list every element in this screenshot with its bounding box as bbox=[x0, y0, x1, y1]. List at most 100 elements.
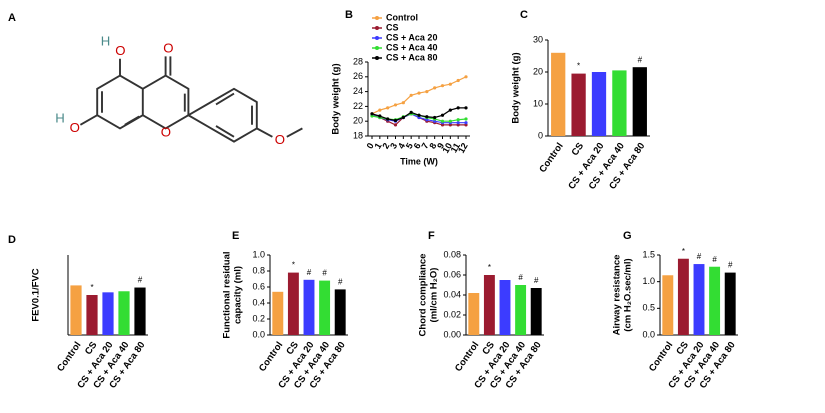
y-axis-label: Body weight (g) bbox=[511, 52, 522, 123]
molecule: O O H O H O O bbox=[55, 33, 303, 147]
bar bbox=[468, 293, 480, 335]
series-point bbox=[456, 78, 460, 83]
series-point bbox=[440, 119, 445, 123]
y-tick-label: 30 bbox=[533, 34, 543, 44]
ring-b bbox=[186, 87, 258, 143]
x-tick-label: Control bbox=[453, 340, 481, 374]
annotation: # bbox=[697, 252, 702, 261]
legend-marker bbox=[375, 26, 379, 30]
y-tick-label: 22 bbox=[353, 101, 363, 111]
annotation: # bbox=[518, 273, 523, 282]
x-tick-label: 11 bbox=[449, 141, 462, 154]
annotation: # bbox=[638, 55, 643, 64]
series-point bbox=[440, 113, 445, 117]
series-point bbox=[409, 93, 413, 97]
legend-label: CS bbox=[386, 22, 399, 32]
bar bbox=[118, 291, 130, 335]
series-point bbox=[448, 119, 452, 123]
y-tick-label: 0.02 bbox=[443, 309, 461, 319]
x-tick-label: CS bbox=[570, 141, 587, 158]
legend-label: Control bbox=[386, 12, 418, 22]
series-point bbox=[386, 106, 390, 110]
panel-label: D bbox=[8, 234, 16, 246]
atom-label: O bbox=[161, 125, 171, 140]
bar bbox=[483, 275, 495, 335]
series-point bbox=[464, 75, 468, 79]
y-tick-label: 1.0 bbox=[642, 276, 655, 286]
y-tick-label: 1.0 bbox=[252, 249, 265, 259]
x-tick-label: 2 bbox=[380, 141, 391, 150]
x-axis-label: Time (W) bbox=[400, 156, 438, 166]
y-axis-label: FEV0.1/FVC bbox=[31, 268, 42, 321]
y-axis-label: Body weight (g) bbox=[331, 63, 342, 134]
y-axis-label: Airway resistance bbox=[612, 255, 623, 336]
series-point bbox=[401, 101, 405, 105]
panel-label: C bbox=[520, 9, 528, 21]
annotation: * bbox=[577, 62, 580, 71]
panel-label: G bbox=[623, 230, 632, 242]
series-point bbox=[433, 86, 437, 90]
annotation: # bbox=[307, 268, 312, 277]
series-point bbox=[386, 117, 390, 121]
series-point bbox=[456, 123, 460, 127]
annotation: # bbox=[322, 269, 327, 278]
atom-label: H bbox=[55, 110, 65, 125]
series-point bbox=[448, 123, 452, 127]
x-tick-label: Control bbox=[647, 340, 675, 374]
series-line bbox=[371, 76, 467, 115]
double-bonds bbox=[101, 91, 186, 126]
series-point bbox=[456, 118, 460, 122]
x-tick-label: Control bbox=[55, 340, 83, 374]
bar bbox=[677, 258, 689, 335]
x-tick-label: 1 bbox=[372, 141, 383, 150]
x-tick-label: 5 bbox=[404, 141, 415, 150]
x-tick-label: Control bbox=[257, 340, 285, 374]
y-tick-label: 26 bbox=[353, 71, 363, 81]
bar bbox=[134, 287, 146, 335]
series-point bbox=[370, 112, 374, 116]
series-point bbox=[417, 115, 421, 120]
bar bbox=[632, 67, 647, 136]
y-tick-label: 20 bbox=[353, 116, 363, 126]
x-tick-label: 8 bbox=[427, 141, 438, 150]
panel-label: F bbox=[428, 230, 435, 242]
bar bbox=[287, 272, 299, 335]
bar bbox=[724, 272, 736, 335]
atom-label: O bbox=[70, 120, 80, 135]
series-point bbox=[425, 90, 429, 94]
bar bbox=[303, 279, 315, 335]
annotation: # bbox=[712, 255, 717, 264]
y-axis-label: capacity (ml) bbox=[233, 266, 244, 324]
x-tick-label: 12 bbox=[456, 141, 470, 155]
series-point bbox=[425, 118, 429, 122]
atom-label: O bbox=[115, 43, 125, 58]
annotation: # bbox=[534, 276, 539, 285]
x-tick-label: 10 bbox=[440, 141, 454, 155]
annotation: * bbox=[90, 283, 93, 292]
y-axis-label: (cm H₂O.sec/ml) bbox=[623, 258, 634, 331]
series-point bbox=[409, 110, 413, 114]
y-tick-label: 0 bbox=[538, 130, 543, 140]
series-point bbox=[378, 108, 382, 112]
panel-label: E bbox=[232, 230, 239, 242]
bar bbox=[515, 285, 527, 335]
bar bbox=[530, 288, 542, 335]
y-tick-label: 0.00 bbox=[443, 329, 461, 339]
series-point bbox=[464, 106, 468, 110]
bar bbox=[499, 280, 511, 335]
series-point bbox=[401, 115, 405, 120]
legend-marker bbox=[375, 56, 379, 60]
bar bbox=[272, 291, 284, 335]
series-point bbox=[456, 106, 460, 110]
series-point bbox=[448, 82, 452, 86]
y-tick-label: 24 bbox=[353, 86, 363, 96]
bar bbox=[662, 275, 674, 335]
atom-label: O bbox=[275, 132, 285, 147]
x-tick-label: 3 bbox=[388, 141, 399, 150]
x-tick-label: 4 bbox=[396, 141, 407, 150]
series-point bbox=[370, 114, 374, 118]
legend-marker bbox=[375, 46, 379, 50]
series-point bbox=[464, 117, 468, 121]
annotation: # bbox=[138, 276, 143, 285]
series-point bbox=[417, 91, 421, 95]
